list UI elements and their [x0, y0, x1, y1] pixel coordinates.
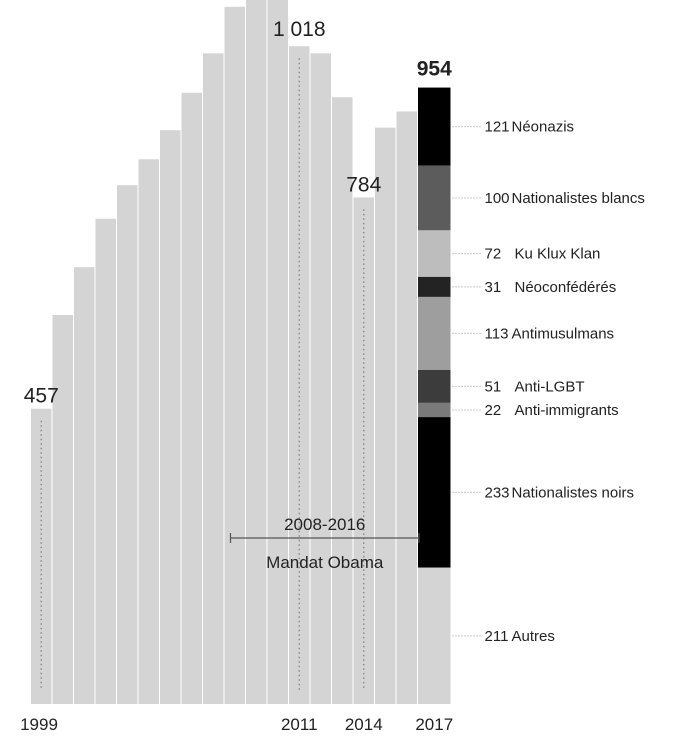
- segment-label-6: Anti-immigrants: [515, 402, 619, 419]
- obama-caption-label: Mandat Obama: [266, 553, 384, 572]
- segment-7: [418, 417, 451, 568]
- segment-value-4: 113: [485, 325, 509, 342]
- bar-2008: [224, 6, 245, 705]
- segments-group: [418, 87, 451, 704]
- x-tick-1999: 1999: [20, 715, 58, 734]
- segment-value-6: 22: [485, 402, 502, 419]
- segment-value-0: 121: [485, 119, 510, 136]
- segment-label-8: Autres: [512, 628, 555, 645]
- segment-value-1: 100: [485, 190, 510, 207]
- segment-3: [418, 276, 451, 297]
- obama-annotation: 2008-2016 Mandat Obama: [229, 515, 420, 572]
- segment-value-5: 51: [485, 378, 502, 395]
- x-ticks-group: 1999 2011 2014 2017: [20, 715, 453, 734]
- bar-2014: [353, 197, 374, 704]
- bar-2003: [117, 185, 138, 705]
- segment-label-7: Nationalistes noirs: [512, 484, 635, 501]
- segment-label-1: Nationalistes blancs: [512, 190, 645, 207]
- segment-labels-group: 121 Néonazis 100 Nationalistes blancs 72 Ku K…: [452, 119, 645, 645]
- segment-label-0: Néonazis: [512, 119, 575, 136]
- segment-value-7: 233: [485, 484, 510, 501]
- bar-2013: [332, 97, 353, 704]
- segment-8: [418, 567, 451, 704]
- bar-2015: [375, 127, 396, 705]
- segment-1: [418, 165, 451, 231]
- obama-period-label: 2008-2016: [284, 515, 365, 534]
- segment-4: [418, 296, 451, 370]
- segment-5: [418, 369, 451, 403]
- segment-2: [418, 230, 451, 277]
- bar-2000: [52, 315, 73, 704]
- value-label-peak: 1 018: [273, 18, 326, 41]
- x-tick-2011: 2011: [281, 715, 318, 734]
- segment-value-2: 72: [485, 246, 502, 263]
- segment-label-5: Anti-LGBT: [515, 378, 585, 395]
- bar-2005: [160, 130, 181, 704]
- segment-label-3: Néoconfédérés: [515, 279, 617, 296]
- bar-2009: [246, 0, 267, 704]
- bar-2007: [203, 53, 224, 705]
- value-label-last: 954: [417, 58, 452, 81]
- bar-2001: [74, 267, 95, 704]
- bar-2011: [289, 46, 310, 704]
- segment-6: [418, 402, 451, 418]
- bar-2004: [138, 159, 159, 705]
- bar-2016: [396, 111, 417, 704]
- value-label-low: 784: [346, 173, 381, 196]
- segment-value-8: 211: [485, 628, 509, 645]
- segment-0: [418, 87, 451, 166]
- x-tick-2014: 2014: [345, 715, 383, 734]
- bar-2002: [95, 218, 116, 704]
- guides-group: [40, 58, 365, 690]
- bars-group: [31, 0, 417, 705]
- x-tick-2017: 2017: [415, 715, 453, 734]
- segment-value-3: 31: [485, 279, 502, 296]
- bar-2006: [181, 92, 202, 704]
- segment-label-4: Antimusulmans: [512, 325, 615, 342]
- value-label-first: 457: [24, 385, 59, 408]
- bar-2012: [310, 53, 331, 705]
- segment-label-2: Ku Klux Klan: [515, 246, 601, 263]
- bar-2010: [267, 0, 288, 704]
